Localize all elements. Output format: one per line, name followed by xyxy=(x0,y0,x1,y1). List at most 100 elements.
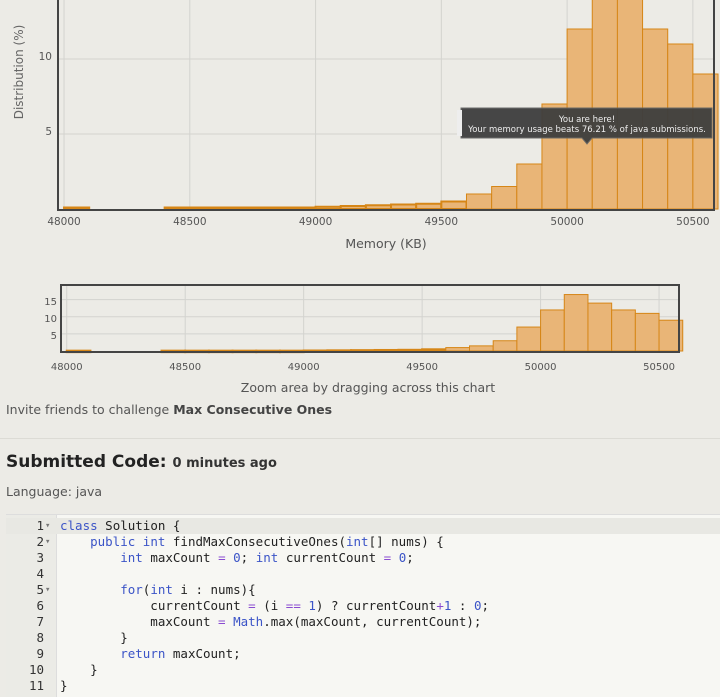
fold-toggle-icon[interactable]: ▾ xyxy=(45,537,51,547)
zoom-y-tick-label: 15 xyxy=(44,297,57,308)
line-number: 7 xyxy=(36,614,44,629)
fold-toggle-icon[interactable]: ▾ xyxy=(45,585,51,595)
x-tick-label: 49000 xyxy=(299,216,332,228)
histogram-bar xyxy=(440,200,468,210)
code-line[interactable]: 3 int maxCount = 0; int currentCount = 0… xyxy=(6,550,720,566)
code-text: for(int i : nums){ xyxy=(120,582,256,597)
histogram-bar xyxy=(469,345,494,352)
x-tick-label: 50500 xyxy=(676,216,709,228)
code-text: class Solution { xyxy=(60,518,181,533)
x-tick-label: 48000 xyxy=(47,216,80,228)
code-line[interactable]: 2 ▾ public int findMaxConsecutiveOnes(int… xyxy=(6,534,720,550)
line-number: 3 xyxy=(36,550,44,565)
x-tick-label: 50000 xyxy=(550,216,583,228)
x-tick-labels: 48000 48500 49000 49500 50000 50500 xyxy=(47,216,709,228)
code-line[interactable]: 10 } xyxy=(6,662,720,678)
code-line[interactable]: 11} xyxy=(6,678,720,694)
code-line[interactable]: 6 currentCount = (i == 1) ? currentCount… xyxy=(6,598,720,614)
tooltip-title: You are here! xyxy=(558,115,615,125)
x-tick-label: 49500 xyxy=(406,362,438,373)
zoom-navigator-chart[interactable]: 48000 48500 49000 49500 50000 50500 15 10 5 Z… xyxy=(0,278,720,398)
zoom-frame xyxy=(60,284,680,353)
problem-name-link[interactable]: Max Consecutive Ones xyxy=(173,402,333,417)
code-line[interactable]: 1 ▾ class Solution { xyxy=(6,518,720,534)
code-line[interactable]: 7 maxCount = Math.max(maxCount, currentC… xyxy=(6,614,720,630)
zoom-x-tick-labels: 48000 48500 49000 49500 50000 50500 xyxy=(51,362,675,373)
submission-time: 0 minutes ago xyxy=(172,456,277,471)
histogram-bar xyxy=(563,294,589,352)
line-number: 8 xyxy=(36,630,44,645)
code-text: } xyxy=(60,662,98,677)
histogram-bar xyxy=(616,0,644,210)
histogram-bar xyxy=(465,193,493,210)
y-tick-label: 10 xyxy=(39,51,52,63)
histogram-bar xyxy=(390,203,418,210)
tooltip: You are here! Your memory usage beats 76… xyxy=(457,107,713,145)
histogram-bar xyxy=(314,205,342,210)
histogram-bar xyxy=(188,206,216,210)
histogram-bar xyxy=(339,205,367,210)
histogram-bar xyxy=(634,312,660,352)
histogram-bar xyxy=(364,204,393,210)
line-number: 11 xyxy=(28,678,44,693)
histogram-bar xyxy=(415,202,443,210)
code-text: } xyxy=(60,630,128,645)
x-tick-label: 48000 xyxy=(51,362,83,373)
chart-bars xyxy=(63,0,719,210)
histogram-bar xyxy=(587,302,613,352)
code-text: return maxCount; xyxy=(120,646,241,661)
histogram-bar xyxy=(611,309,636,352)
x-tick-label: 50000 xyxy=(525,362,557,373)
histogram-bar xyxy=(445,347,471,352)
line-number: 4 xyxy=(36,566,44,581)
histogram-bar xyxy=(239,206,267,210)
line-number: 1 xyxy=(36,518,44,533)
submitted-code-title: Submitted Code: xyxy=(6,452,167,472)
plot-frame xyxy=(57,0,715,211)
x-tick-label: 48500 xyxy=(169,362,201,373)
line-number: 6 xyxy=(36,598,44,613)
histogram-bar xyxy=(421,348,447,353)
histogram-bar xyxy=(540,309,565,352)
x-tick-label: 48500 xyxy=(173,216,206,228)
language-label: Language: java xyxy=(6,484,103,499)
line-number: 9 xyxy=(36,646,44,661)
zoom-caption: Zoom area by dragging across this chart xyxy=(241,380,495,395)
y-tick-label: 5 xyxy=(45,126,52,138)
code-line[interactable]: 9 return maxCount; xyxy=(6,646,720,662)
code-text: public int findMaxConsecutiveOnes(int[] … xyxy=(90,534,444,549)
code-line[interactable]: 4 xyxy=(6,566,720,582)
histogram-bar xyxy=(516,163,543,210)
section-divider xyxy=(0,438,720,439)
code-text: int maxCount = 0; int currentCount = 0; xyxy=(120,550,414,565)
code-line[interactable]: 8 } xyxy=(6,630,720,646)
x-tick-label: 49000 xyxy=(288,362,320,373)
code-text: maxCount = Math.max(maxCount, currentCou… xyxy=(60,614,482,629)
histogram-bar xyxy=(591,0,618,210)
tooltip-text: Your memory usage beats 76.21 % of java … xyxy=(467,125,706,135)
zoom-bars xyxy=(65,294,684,354)
line-number: 10 xyxy=(28,662,44,677)
line-number-gutter xyxy=(6,515,57,697)
submitted-code-heading: Submitted Code: 0 minutes ago xyxy=(6,452,277,472)
invite-friends-text: Invite friends to challenge Max Consecut… xyxy=(6,402,332,417)
histogram-bar xyxy=(264,206,292,210)
code-line[interactable]: 5 ▾ for(int i : nums){ xyxy=(6,582,720,598)
histogram-bar xyxy=(516,326,542,352)
x-axis-title: Memory (KB) xyxy=(345,236,426,251)
code-editor[interactable]: 1 ▾ class Solution {2 ▾ public int findMaxC… xyxy=(6,514,720,697)
line-number: 2 xyxy=(36,534,44,549)
x-tick-label: 49500 xyxy=(425,216,458,228)
fold-toggle-icon[interactable]: ▾ xyxy=(45,521,51,531)
line-number: 5 xyxy=(36,582,44,597)
histogram-bar xyxy=(63,206,91,210)
histogram-bar xyxy=(163,206,191,210)
histogram-bar xyxy=(492,340,518,352)
x-tick-label: 50500 xyxy=(643,362,675,373)
histogram-bar xyxy=(491,186,518,210)
histogram-bar xyxy=(289,206,317,210)
zoom-y-tick-label: 5 xyxy=(51,331,57,342)
memory-distribution-chart[interactable]: 48000 48500 49000 49500 50000 50500 10 5 Dist… xyxy=(0,0,720,260)
invite-prefix: Invite friends to challenge xyxy=(6,402,174,417)
y-axis-title: Distribution (%) xyxy=(12,25,26,120)
